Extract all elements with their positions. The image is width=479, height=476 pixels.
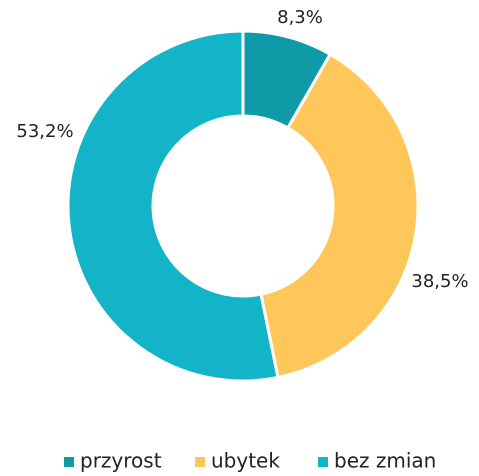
data-label: 38,5% [411, 271, 468, 292]
data-label: 8,3% [277, 7, 323, 28]
legend-label: bez zmian [334, 449, 436, 473]
data-label: 53,2% [16, 121, 73, 142]
legend-swatch [64, 457, 74, 467]
legend-label: ubytek [211, 449, 280, 473]
donut-slice [66, 29, 280, 383]
donut-slice [259, 52, 420, 380]
legend-swatch [318, 457, 328, 467]
legend-label: przyrost [80, 449, 162, 473]
legend-swatch [195, 457, 205, 467]
